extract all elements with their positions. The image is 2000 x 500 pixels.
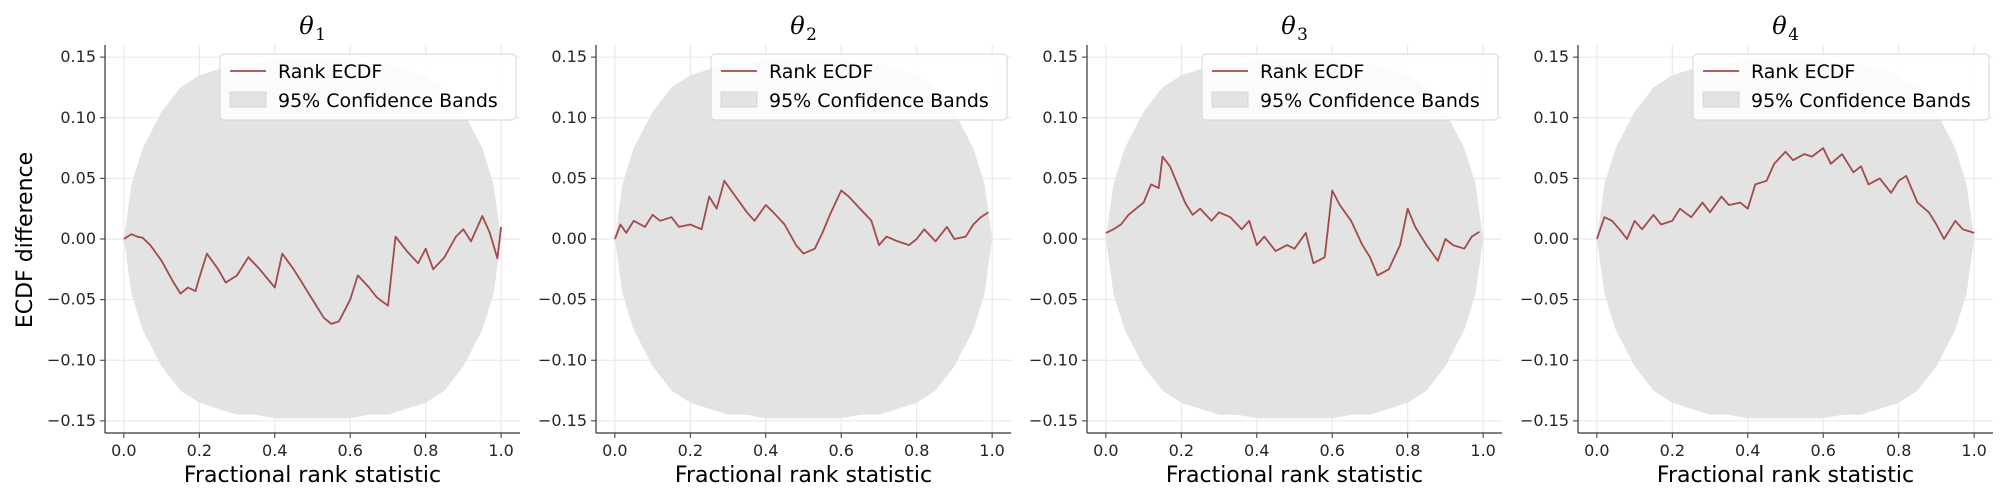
- legend-label-confidence-bands: 95% Confidence Bands: [769, 90, 989, 112]
- confidence-band: [614, 59, 993, 419]
- y-tick-label: −0.10: [1029, 350, 1078, 369]
- x-tick-label: 0.0: [1584, 441, 1609, 460]
- legend-box: [710, 53, 1008, 121]
- y-tick-label: −0.05: [1029, 290, 1078, 309]
- y-tick-label: −0.05: [47, 290, 96, 309]
- x-tick-label: 0.2: [1169, 441, 1194, 460]
- x-tick-label: 0.0: [602, 441, 627, 460]
- confidence-band: [123, 59, 502, 419]
- x-tick-label: 0.2: [1660, 441, 1685, 460]
- y-tick-label: 0.00: [1533, 229, 1569, 248]
- rank-ecdf-line: [1105, 155, 1480, 277]
- y-tick-label: 0.05: [60, 168, 96, 187]
- x-tick-label: 0.4: [1735, 441, 1760, 460]
- y-tick-label: −0.05: [1520, 290, 1569, 309]
- y-tick-label: 0.00: [551, 229, 587, 248]
- legend: Rank ECDF 95% Confidence Bands: [1692, 53, 1990, 121]
- x-tick-label: 0.6: [1320, 441, 1345, 460]
- x-tick-label: 0.4: [1244, 441, 1269, 460]
- confidence-band: [1596, 59, 1975, 419]
- x-tick-label: 0.8: [1886, 441, 1911, 460]
- legend-label-confidence-bands: 95% Confidence Bands: [1260, 90, 1480, 112]
- legend-band-swatch: [1702, 91, 1740, 108]
- legend-label-rank-ecdf: Rank ECDF: [1260, 61, 1364, 83]
- x-tick-label: 0.8: [1395, 441, 1420, 460]
- y-tick-label: −0.10: [1520, 350, 1569, 369]
- x-tick-label: 0.8: [904, 441, 929, 460]
- subplot-title: θ: [299, 12, 314, 40]
- y-tick-label: 0.15: [1042, 47, 1078, 66]
- x-tick-label: 0.6: [829, 441, 854, 460]
- x-tick-label: 1.0: [1470, 441, 1495, 460]
- x-tick-label: 0.0: [1093, 441, 1118, 460]
- x-tick-label: 1.0: [979, 441, 1004, 460]
- y-tick-label: 0.10: [1533, 108, 1569, 127]
- legend-label-rank-ecdf: Rank ECDF: [769, 61, 873, 83]
- subplot-theta-1: 0.0 0.2 0.4 0.6 0.8 1.0 0.15 0.10 0.05 0.00 −0.05 −…: [47, 12, 520, 488]
- legend-band-swatch: [720, 91, 758, 108]
- y-tick-label: 0.05: [1042, 168, 1078, 187]
- subplot-title: θ: [1772, 12, 1787, 40]
- y-tick-label: 0.05: [551, 168, 587, 187]
- subplot-title-index: 1: [315, 25, 326, 45]
- legend: Rank ECDF 95% Confidence Bands: [710, 53, 1008, 121]
- subplot-title: θ: [1281, 12, 1296, 40]
- subplot-theta-2: 0.0 0.2 0.4 0.6 0.8 1.0 0.15 0.10 0.05 0.00 −0.05 −…: [538, 12, 1011, 488]
- y-tick-label: −0.15: [1029, 411, 1078, 430]
- x-axis-label: Fractional rank statistic: [184, 463, 441, 488]
- x-tick-label: 0.4: [262, 441, 287, 460]
- legend-label-rank-ecdf: Rank ECDF: [278, 61, 382, 83]
- y-tick-label: 0.10: [1042, 108, 1078, 127]
- y-tick-label: 0.00: [60, 229, 96, 248]
- x-axis-label: Fractional rank statistic: [1657, 463, 1914, 488]
- x-tick-label: 0.6: [338, 441, 363, 460]
- y-tick-label: −0.15: [538, 411, 587, 430]
- y-tick-label: −0.15: [47, 411, 96, 430]
- legend-band-swatch: [229, 91, 267, 108]
- subplot-theta-3: 0.0 0.2 0.4 0.6 0.8 1.0 0.15 0.10 0.05 0.00 −0.05 −…: [1029, 12, 1502, 488]
- y-axis-label: ECDF difference: [13, 152, 38, 328]
- x-tick-label: 0.0: [111, 441, 136, 460]
- x-tick-label: 0.8: [413, 441, 438, 460]
- legend-box: [1692, 53, 1990, 121]
- legend: Rank ECDF 95% Confidence Bands: [1201, 53, 1499, 121]
- legend-box: [1201, 53, 1499, 121]
- rank-ecdf-line: [123, 215, 502, 325]
- x-tick-label: 0.4: [753, 441, 778, 460]
- x-tick-label: 0.2: [678, 441, 703, 460]
- legend-box: [219, 53, 517, 121]
- y-tick-label: −0.10: [47, 350, 96, 369]
- legend: Rank ECDF 95% Confidence Bands: [219, 53, 517, 121]
- legend-label-confidence-bands: 95% Confidence Bands: [278, 90, 498, 112]
- confidence-band: [1105, 59, 1484, 419]
- y-tick-label: 0.00: [1042, 229, 1078, 248]
- x-tick-label: 0.2: [187, 441, 212, 460]
- x-axis-label: Fractional rank statistic: [675, 463, 932, 488]
- y-tick-label: 0.15: [60, 47, 96, 66]
- x-tick-label: 0.6: [1811, 441, 1836, 460]
- y-tick-label: 0.10: [60, 108, 96, 127]
- x-tick-label: 1.0: [1961, 441, 1986, 460]
- legend-label-rank-ecdf: Rank ECDF: [1751, 61, 1855, 83]
- rank-ecdf-line: [1596, 147, 1975, 240]
- subplot-title-index: 2: [806, 25, 817, 45]
- subplot-title: θ: [790, 12, 805, 40]
- rank-ecdf-line: [614, 179, 989, 255]
- y-tick-label: 0.05: [1533, 168, 1569, 187]
- y-tick-label: 0.15: [551, 47, 587, 66]
- y-tick-label: −0.15: [1520, 411, 1569, 430]
- y-tick-label: 0.15: [1533, 47, 1569, 66]
- subplot-title-index: 3: [1297, 25, 1308, 45]
- legend-band-swatch: [1211, 91, 1249, 108]
- subplot-title-index: 4: [1788, 25, 1799, 45]
- y-tick-label: 0.10: [551, 108, 587, 127]
- subplot-theta-4: 0.0 0.2 0.4 0.6 0.8 1.0 0.15 0.10 0.05 0.00 −0.05 −…: [1520, 12, 1993, 488]
- x-tick-label: 1.0: [488, 441, 513, 460]
- y-tick-label: −0.05: [538, 290, 587, 309]
- legend-label-confidence-bands: 95% Confidence Bands: [1751, 90, 1971, 112]
- x-axis-label: Fractional rank statistic: [1166, 463, 1423, 488]
- y-tick-label: −0.10: [538, 350, 587, 369]
